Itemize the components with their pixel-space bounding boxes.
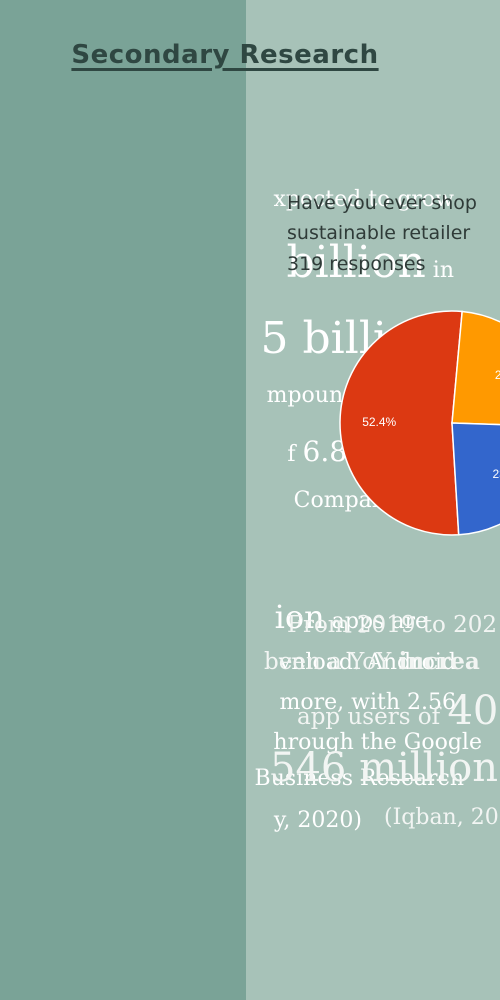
left-text-line-5-post: (The — [382, 442, 440, 467]
left-para2-line-1-small: apps are — [324, 609, 428, 634]
left-text-line-2-big: billion — [286, 237, 426, 288]
survey-question-line-2: sustainable retailer — [287, 222, 471, 244]
page-title: Secondary Research — [71, 40, 379, 70]
left-text-line-5-big: 6.8%. — [302, 435, 383, 468]
left-para2-line-3: more, with 2.56 — [279, 690, 456, 715]
right-stat-line-3-big: 40 — [447, 688, 499, 734]
left-para2-line-2: vnload. Android — [278, 650, 456, 675]
right-stat-line-2-pre: been a YoY — [264, 649, 399, 675]
right-stat-line-2-bold: increa — [398, 648, 480, 675]
left-text-line-4: mpound annual — [266, 383, 440, 408]
left-text-line-1: xpected to grow — [273, 187, 454, 212]
left-text-line-3: 5 billion in — [261, 313, 470, 364]
left-para2-line-5: Business Research — [254, 766, 464, 791]
left-text-line-6: Company, 2020) — [293, 488, 474, 513]
left-text-line-5-pre: f — [287, 442, 303, 467]
left-para2-line-6: y, 2020) — [273, 808, 362, 833]
survey-question-line-1: Have you ever shop — [287, 192, 477, 214]
left-column — [0, 0, 246, 1000]
left-para2-line-1: ion apps are — [275, 598, 428, 636]
right-stat-line-1: From 2019 to 202 — [287, 612, 498, 638]
right-stat-line-4: 546 million — [270, 745, 499, 791]
left-text-line-5: f 6.8%. (The — [287, 435, 440, 468]
left-text-line-3-small: in — [441, 334, 470, 359]
left-text-line-2-small: in — [425, 258, 454, 283]
left-text-line-2: billion in — [287, 237, 455, 288]
left-para2-line-4: hrough the Google — [273, 730, 482, 755]
right-stat-line-2: been a YoY increa — [264, 648, 480, 675]
survey-response-count: 319 responses — [287, 253, 426, 275]
right-stat-line-3: app users of 40 — [297, 688, 498, 734]
right-stat-line-5: (Iqban, 20 — [384, 805, 499, 830]
left-text-line-3-big: 5 billion — [260, 313, 442, 364]
left-para2-line-1-big: ion — [274, 598, 325, 636]
right-stat-line-3-pre: app users of — [297, 704, 448, 730]
